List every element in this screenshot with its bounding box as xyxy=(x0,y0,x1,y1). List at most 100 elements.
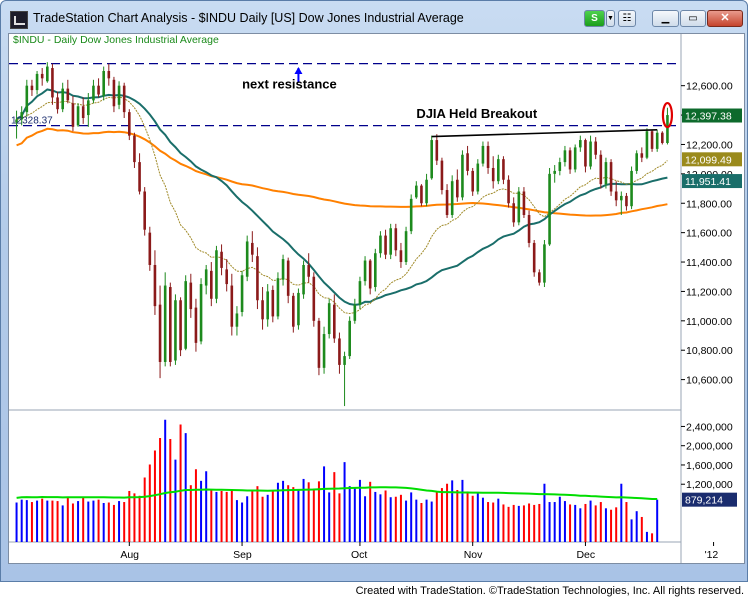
volume-tick-label: 2,400,000 xyxy=(686,421,733,433)
minimize-button[interactable]: ▁ xyxy=(652,10,679,27)
candle-body xyxy=(143,191,146,230)
candle-body xyxy=(112,79,116,107)
candle-body xyxy=(389,228,392,255)
candle-body xyxy=(256,256,259,301)
candle-body xyxy=(368,260,372,289)
candle-body xyxy=(133,135,136,163)
candle-body xyxy=(281,259,285,280)
candle-body xyxy=(435,140,439,161)
candle-body xyxy=(522,191,526,216)
candle-body xyxy=(358,281,362,305)
close-button[interactable]: ✕ xyxy=(707,10,743,27)
candle-body xyxy=(266,291,269,320)
candle-body xyxy=(409,198,413,232)
candle-body xyxy=(481,145,485,164)
grid-icon[interactable]: ☷ xyxy=(618,10,636,27)
candle-body xyxy=(56,97,59,110)
title-bar[interactable]: TradeStation Chart Analysis - $INDU Dail… xyxy=(1,1,747,35)
volume-value-tag xyxy=(682,492,737,507)
time-tick-label: Sep xyxy=(233,549,252,561)
candle-body xyxy=(61,88,64,110)
price-tick-label: 11,800.00 xyxy=(686,198,732,210)
candle-body xyxy=(302,264,305,295)
candle-body xyxy=(251,242,254,255)
candle-body xyxy=(589,141,592,167)
candle-body xyxy=(343,356,346,365)
time-tick-label: Aug xyxy=(120,549,139,561)
candle-body xyxy=(15,119,18,123)
candle-body xyxy=(630,170,633,207)
candle-body xyxy=(625,195,628,207)
annotation-breakout: DJIA Held Breakout xyxy=(416,106,538,121)
candle-body xyxy=(568,150,572,170)
candle-body xyxy=(420,185,423,204)
symbol-link-button[interactable]: S xyxy=(584,10,605,27)
chevron-down-icon[interactable]: ▼ xyxy=(606,10,615,27)
price-tick-label: 12,200.00 xyxy=(686,139,733,151)
candle-body xyxy=(430,140,433,179)
status-strip xyxy=(8,564,743,578)
arrow-up-icon xyxy=(294,67,303,75)
ema20-value-tag-text: 12,099.49 xyxy=(685,154,732,166)
candle-body xyxy=(189,282,193,310)
candle-body xyxy=(573,147,577,170)
price-tick-label: 11,000.00 xyxy=(686,316,732,328)
candle-body xyxy=(497,159,500,182)
candle-body xyxy=(81,106,85,119)
candle-body xyxy=(210,270,213,299)
candle-body xyxy=(456,179,459,198)
candle-body xyxy=(614,191,618,201)
sma-200-line xyxy=(16,127,668,217)
time-tick-label: '12 xyxy=(705,549,719,561)
candle-body xyxy=(338,338,341,365)
candle-body xyxy=(117,85,121,105)
candle-body xyxy=(194,307,198,343)
candle-body xyxy=(394,228,398,251)
ema20-value-tag xyxy=(682,152,742,167)
candle-body xyxy=(128,112,131,136)
volume-tick-label: 2,000,000 xyxy=(686,441,733,453)
breakout-highlight-ellipse xyxy=(661,101,674,129)
candle-body xyxy=(230,285,234,327)
candle-body xyxy=(107,70,111,79)
maximize-button[interactable]: ▭ xyxy=(680,10,706,27)
candle-body xyxy=(415,185,418,198)
candle-body xyxy=(666,115,669,143)
candle-body xyxy=(661,132,664,143)
candle-body xyxy=(450,181,454,216)
candle-body xyxy=(158,304,162,362)
candle-body xyxy=(353,304,357,321)
candle-body xyxy=(163,285,167,362)
candle-body xyxy=(71,103,75,127)
candle-body xyxy=(512,203,515,223)
candle-body xyxy=(635,153,638,171)
time-tick-label: Dec xyxy=(576,549,595,561)
time-tick-label: Oct xyxy=(351,549,367,561)
candle-body xyxy=(399,250,403,263)
candle-body xyxy=(40,73,44,79)
candle-body xyxy=(404,231,408,263)
volume-tick-label: 1,200,000 xyxy=(686,479,733,491)
candle-body xyxy=(507,179,510,204)
candle-body xyxy=(51,68,54,98)
candle-body xyxy=(199,284,203,342)
candle-body xyxy=(486,145,490,168)
candle-body xyxy=(538,272,541,283)
candle-body xyxy=(609,162,613,192)
breakout-trendline xyxy=(431,128,658,138)
candle-body xyxy=(476,163,480,192)
candle-body xyxy=(87,100,90,116)
chart-area[interactable]: next resistance DJIA Held Breakout $INDU -… xyxy=(8,33,745,564)
candle-body xyxy=(225,269,228,285)
candle-body xyxy=(543,244,546,283)
chart-title: $INDU - Daily Dow Jones Industrial Avera… xyxy=(13,34,219,46)
candle-body xyxy=(92,85,95,101)
candle-body xyxy=(333,304,336,339)
candle-body xyxy=(317,320,321,368)
price-tick-label: 11,200.00 xyxy=(686,286,732,298)
chart-canvas[interactable]: next resistance DJIA Held Breakout $INDU -… xyxy=(9,34,744,563)
candle-body xyxy=(286,260,290,296)
candle-body xyxy=(599,154,603,185)
candle-body xyxy=(563,150,567,163)
resistance-value-label: 12328.37 xyxy=(11,116,53,127)
